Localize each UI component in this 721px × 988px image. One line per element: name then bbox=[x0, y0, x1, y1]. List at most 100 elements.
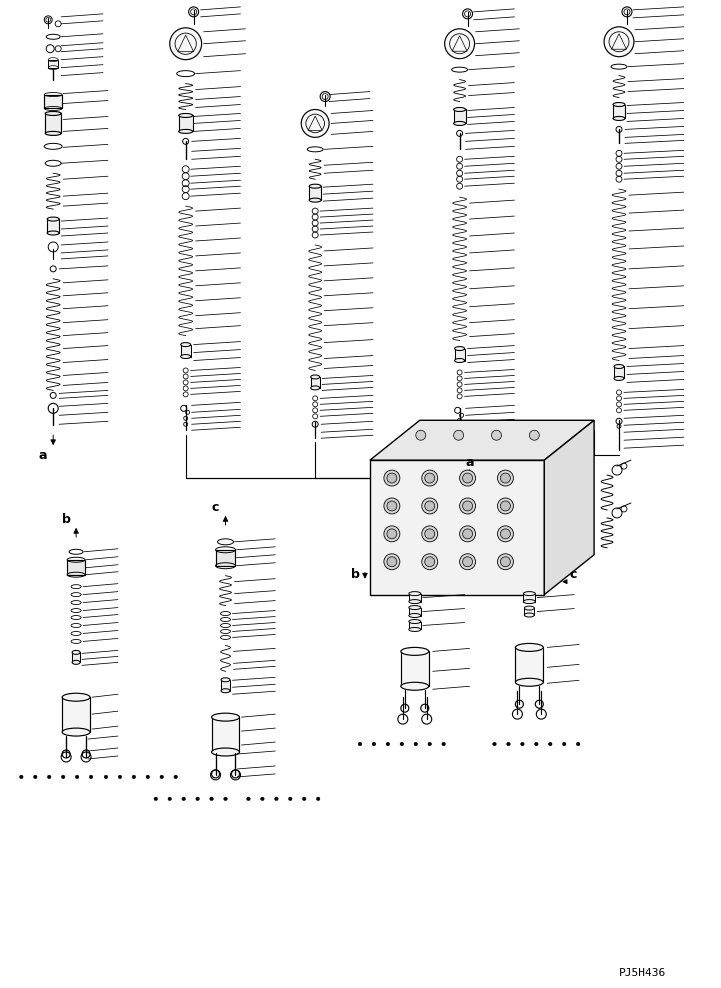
Bar bbox=[614, 367, 624, 378]
Circle shape bbox=[422, 470, 438, 486]
Circle shape bbox=[459, 470, 476, 486]
Circle shape bbox=[105, 776, 107, 779]
Circle shape bbox=[500, 473, 510, 483]
Circle shape bbox=[387, 473, 397, 483]
Circle shape bbox=[463, 501, 472, 511]
Circle shape bbox=[549, 742, 552, 746]
Circle shape bbox=[118, 776, 122, 779]
Ellipse shape bbox=[47, 231, 59, 235]
Ellipse shape bbox=[409, 619, 421, 623]
Circle shape bbox=[425, 501, 435, 511]
Circle shape bbox=[372, 742, 376, 746]
Circle shape bbox=[529, 430, 539, 441]
Ellipse shape bbox=[309, 199, 321, 203]
Circle shape bbox=[384, 526, 400, 541]
Bar bbox=[401, 651, 429, 687]
Circle shape bbox=[301, 110, 329, 137]
Ellipse shape bbox=[401, 647, 429, 655]
Bar bbox=[44, 95, 62, 109]
Circle shape bbox=[534, 742, 538, 746]
Ellipse shape bbox=[454, 108, 466, 112]
Ellipse shape bbox=[311, 386, 319, 390]
Circle shape bbox=[497, 553, 513, 570]
Ellipse shape bbox=[409, 606, 421, 610]
Bar bbox=[216, 549, 236, 566]
Ellipse shape bbox=[72, 660, 80, 664]
Bar bbox=[67, 560, 85, 575]
Circle shape bbox=[492, 742, 496, 746]
Circle shape bbox=[425, 473, 435, 483]
Ellipse shape bbox=[311, 375, 319, 379]
Ellipse shape bbox=[516, 643, 544, 651]
Text: PJ5H436: PJ5H436 bbox=[619, 968, 666, 978]
Circle shape bbox=[168, 797, 172, 800]
Circle shape bbox=[416, 430, 425, 441]
Circle shape bbox=[146, 776, 150, 779]
Bar bbox=[221, 680, 230, 691]
Bar bbox=[211, 717, 239, 752]
Circle shape bbox=[425, 557, 435, 567]
Bar bbox=[455, 349, 464, 361]
Circle shape bbox=[160, 776, 164, 779]
Circle shape bbox=[459, 498, 476, 514]
Circle shape bbox=[89, 776, 93, 779]
Circle shape bbox=[422, 498, 438, 514]
Circle shape bbox=[459, 553, 476, 570]
Circle shape bbox=[497, 526, 513, 541]
Text: b: b bbox=[351, 568, 360, 581]
Circle shape bbox=[260, 797, 264, 800]
Ellipse shape bbox=[523, 592, 535, 596]
Circle shape bbox=[154, 797, 158, 800]
Bar bbox=[62, 698, 90, 732]
Circle shape bbox=[463, 557, 472, 567]
Circle shape bbox=[400, 742, 404, 746]
Ellipse shape bbox=[614, 376, 624, 380]
Ellipse shape bbox=[409, 600, 421, 604]
Ellipse shape bbox=[72, 650, 80, 654]
Circle shape bbox=[288, 797, 292, 800]
Polygon shape bbox=[544, 420, 594, 595]
Ellipse shape bbox=[309, 184, 321, 188]
Bar bbox=[516, 647, 544, 683]
Circle shape bbox=[576, 742, 580, 746]
Circle shape bbox=[358, 742, 362, 746]
Ellipse shape bbox=[62, 694, 90, 701]
Ellipse shape bbox=[409, 592, 421, 596]
Ellipse shape bbox=[613, 117, 625, 121]
Ellipse shape bbox=[409, 627, 421, 631]
Circle shape bbox=[500, 501, 510, 511]
Circle shape bbox=[275, 797, 278, 800]
Circle shape bbox=[75, 776, 79, 779]
Ellipse shape bbox=[516, 679, 544, 687]
Bar bbox=[179, 116, 193, 131]
Circle shape bbox=[19, 776, 23, 779]
Ellipse shape bbox=[455, 347, 464, 351]
Circle shape bbox=[387, 557, 397, 567]
Circle shape bbox=[61, 776, 65, 779]
Ellipse shape bbox=[211, 713, 239, 721]
Ellipse shape bbox=[401, 683, 429, 691]
Bar bbox=[47, 219, 59, 233]
Circle shape bbox=[500, 529, 510, 538]
Text: c: c bbox=[212, 502, 219, 515]
Circle shape bbox=[196, 797, 200, 800]
Circle shape bbox=[459, 526, 476, 541]
Circle shape bbox=[604, 27, 634, 56]
Bar bbox=[45, 114, 61, 133]
Bar bbox=[409, 608, 421, 616]
Ellipse shape bbox=[524, 606, 534, 610]
Text: c: c bbox=[569, 568, 577, 581]
Text: b: b bbox=[62, 514, 71, 527]
Ellipse shape bbox=[45, 112, 61, 116]
Ellipse shape bbox=[45, 131, 61, 135]
Bar bbox=[72, 652, 80, 662]
Circle shape bbox=[302, 797, 306, 800]
Bar bbox=[181, 345, 190, 357]
Ellipse shape bbox=[211, 748, 239, 756]
Circle shape bbox=[132, 776, 136, 779]
Ellipse shape bbox=[409, 614, 421, 618]
Circle shape bbox=[210, 797, 213, 800]
Ellipse shape bbox=[524, 613, 534, 618]
Text: a: a bbox=[39, 449, 48, 461]
Circle shape bbox=[492, 430, 501, 441]
